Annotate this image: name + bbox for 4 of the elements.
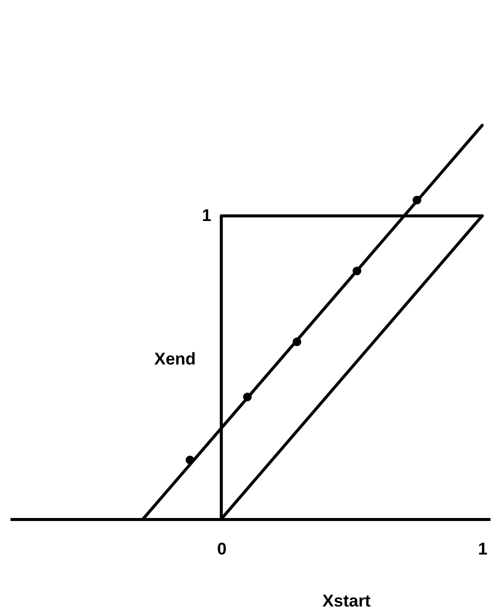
annotation: 1 <box>202 206 212 225</box>
y-axis-title: Xend <box>154 350 196 368</box>
x-axis-title: Xstart <box>322 592 371 610</box>
x-tick-label: 0 <box>217 540 227 558</box>
